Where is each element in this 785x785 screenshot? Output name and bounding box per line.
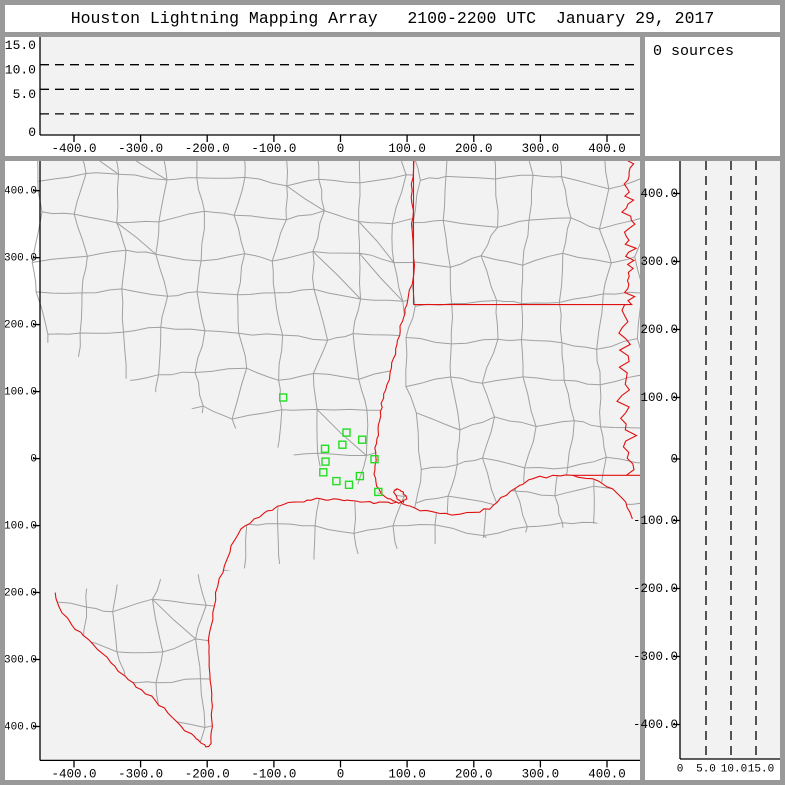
svg-text:300.0: 300.0 xyxy=(5,253,37,265)
svg-text:-400.0: -400.0 xyxy=(51,767,96,780)
svg-text:400.0: 400.0 xyxy=(5,186,37,198)
svg-text:-400.0: -400.0 xyxy=(5,721,37,733)
svg-text:-100.0: -100.0 xyxy=(251,767,296,780)
svg-text:-100.0: -100.0 xyxy=(633,514,678,528)
svg-text:100.0: 100.0 xyxy=(640,391,678,405)
svg-text:400.0: 400.0 xyxy=(588,142,626,156)
svg-text:-200.0: -200.0 xyxy=(633,582,678,596)
svg-text:-200.0: -200.0 xyxy=(185,142,230,156)
svg-text:100.0: 100.0 xyxy=(5,387,37,399)
svg-text:5.0: 5.0 xyxy=(13,87,36,102)
svg-text:5.0: 5.0 xyxy=(696,763,716,775)
svg-text:0: 0 xyxy=(28,125,36,140)
svg-text:15.0: 15.0 xyxy=(5,38,36,53)
svg-text:200.0: 200.0 xyxy=(455,142,493,156)
svg-text:10.0: 10.0 xyxy=(5,62,36,77)
svg-text:-400.0: -400.0 xyxy=(51,142,96,156)
svg-text:400.0: 400.0 xyxy=(640,187,678,201)
svg-text:-300.0: -300.0 xyxy=(633,650,678,664)
svg-text:300.0: 300.0 xyxy=(522,142,560,156)
svg-text:200.0: 200.0 xyxy=(5,320,37,332)
svg-text:10.0: 10.0 xyxy=(721,763,747,775)
svg-text:0: 0 xyxy=(677,763,684,775)
svg-text:-400.0: -400.0 xyxy=(633,718,678,732)
svg-text:-100.0: -100.0 xyxy=(251,142,296,156)
svg-text:300.0: 300.0 xyxy=(640,255,678,269)
svg-text:-200.0: -200.0 xyxy=(185,767,230,780)
svg-text:-300.0: -300.0 xyxy=(118,142,163,156)
svg-text:-300.0: -300.0 xyxy=(118,767,163,780)
svg-text:200.0: 200.0 xyxy=(455,767,493,780)
svg-text:400.0: 400.0 xyxy=(588,767,626,780)
svg-text:-300.0: -300.0 xyxy=(5,654,37,666)
svg-text:0: 0 xyxy=(337,142,345,156)
svg-text:300.0: 300.0 xyxy=(522,767,560,780)
svg-text:0: 0 xyxy=(670,452,678,466)
svg-text:200.0: 200.0 xyxy=(640,323,678,337)
svg-text:100.0: 100.0 xyxy=(388,142,426,156)
svg-text:15.0: 15.0 xyxy=(748,763,774,775)
svg-text:-100.0: -100.0 xyxy=(5,521,37,533)
svg-text:0: 0 xyxy=(30,454,37,466)
svg-text:100.0: 100.0 xyxy=(388,767,426,780)
svg-text:-200.0: -200.0 xyxy=(5,587,37,599)
svg-text:0: 0 xyxy=(337,767,345,780)
